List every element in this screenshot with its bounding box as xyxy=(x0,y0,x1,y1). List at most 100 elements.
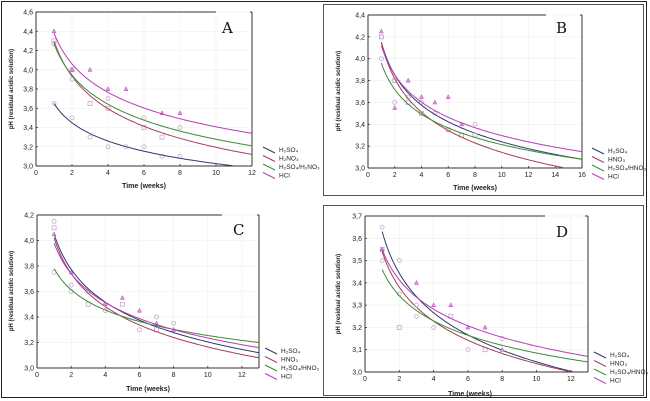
panel-d-border xyxy=(323,205,644,396)
panel-b-y-tick-label: 3,6 xyxy=(355,100,365,107)
panel-a-y-tick-label: 4,6 xyxy=(23,10,33,17)
panel-d-data-point xyxy=(499,346,505,352)
panel-a-x-tick-label: 8 xyxy=(178,170,182,177)
panel-a-data-point xyxy=(69,66,75,72)
panel-c-data-point xyxy=(137,307,142,313)
panel-a-data-point xyxy=(87,101,93,106)
panel-c-data-point xyxy=(154,314,159,320)
panel-a-fit-curve-hcl xyxy=(53,33,253,134)
panel-b-y-axis-label: pH (residual acidic solution) xyxy=(336,51,342,131)
panel-d-x-tick-label: 4 xyxy=(432,376,436,383)
panel-c-data-point xyxy=(51,218,57,224)
panel-c-legend-swatch xyxy=(264,364,278,372)
panel-c-x-axis-label: Time (weeks) xyxy=(126,386,170,393)
panel-d-legend-label: H₂SO₄ xyxy=(610,352,630,359)
panel-c-legend-label: HCl xyxy=(281,374,292,381)
panel-b-y-tick-label: 3,8 xyxy=(355,78,365,85)
panel-d-data-point xyxy=(465,347,471,353)
panel-d-data-point xyxy=(414,302,419,308)
panel-a-letter: A xyxy=(221,19,233,37)
panel-b-y-tick-label: 4,2 xyxy=(355,34,365,41)
panel-d-legend-label: HCl xyxy=(610,378,621,385)
panel-b-x-tick-label: 10 xyxy=(498,172,506,179)
panel-d-x-tick-label: 12 xyxy=(567,376,575,383)
panel-a-data-point xyxy=(51,38,57,44)
panel-a-y-axis-label: pH (residual acidic solution) xyxy=(9,49,15,129)
panel-d-data-point xyxy=(379,258,385,263)
panel-d-y-tick-label: 3,0 xyxy=(352,370,362,377)
panel-d-y-tick-label: 3,7 xyxy=(352,214,362,221)
panel-d-data-point xyxy=(414,280,419,285)
panel-c-fit-curve-h2so4_hno3 xyxy=(53,268,260,343)
panel-a-data-point xyxy=(69,115,75,121)
panel-c-y-tick-label: 3,8 xyxy=(24,264,34,271)
panel-a-data-point xyxy=(123,86,129,91)
panel-a-legend-label: H₂NO₃ xyxy=(279,156,299,163)
panel-c-x-tick-label: 12 xyxy=(238,372,246,379)
panel-b-x-axis-label: Time (weeks) xyxy=(453,185,497,192)
panel-a-x-tick-label: 12 xyxy=(248,170,256,177)
panel-b-x-tick-label: 16 xyxy=(578,172,586,179)
panel-d-y-tick-label: 3,3 xyxy=(352,303,362,310)
panel-b-data-point xyxy=(419,94,424,99)
panel-d-legend-label: H₂SO₄/HNO₃ xyxy=(610,369,649,376)
panel-d-data-point xyxy=(379,224,385,230)
panel-d-data-point xyxy=(499,336,505,341)
panel-a-data-point xyxy=(159,134,165,140)
panel-b-data-point xyxy=(445,94,451,99)
panel-a-data-point xyxy=(141,144,147,150)
panel-b-data-point xyxy=(378,34,384,40)
panel-a-data-point xyxy=(105,86,111,91)
panel-d-x-tick-label: 0 xyxy=(363,376,367,383)
panel-b-legend-swatch xyxy=(591,156,605,163)
panel-d-legend-label: HNO₃ xyxy=(610,361,627,368)
panel-a-data-point xyxy=(69,76,75,82)
panel-c-data-point xyxy=(137,327,142,333)
panel-d-data-point xyxy=(396,258,402,263)
panel-b-x-tick-label: 0 xyxy=(366,172,370,179)
panel-d-data-point xyxy=(448,302,454,307)
panel-c-fit-curve-hcl xyxy=(53,242,260,349)
panel-b-legend-swatch xyxy=(591,147,605,155)
panel-d-x-axis-label: Time (weeks) xyxy=(448,391,492,398)
panel-d-data-point xyxy=(379,246,385,252)
panel-d-data-point xyxy=(396,325,402,330)
panel-d-legend-swatch xyxy=(593,368,607,376)
panel-b-data-point xyxy=(432,99,438,105)
panel-c-y-tick-label: 3,2 xyxy=(24,340,34,347)
panel-c-data-point xyxy=(102,301,108,307)
panel-d-data-point xyxy=(431,302,437,307)
panel-b-y-tick-label: 4,4 xyxy=(355,13,365,20)
panel-a-x-tick-label: 4 xyxy=(106,170,110,177)
panel-a-legend-label: HCl xyxy=(279,173,290,180)
panel-c-y-tick-label: 3,6 xyxy=(24,289,34,296)
panel-a-legend-swatch xyxy=(262,163,276,171)
panel-a-fit-curve-hno3 xyxy=(53,40,253,155)
panel-b-fit-curve-hno3 xyxy=(380,42,565,169)
panel-d-x-tick-label: 2 xyxy=(397,376,401,383)
panel-c-data-point xyxy=(51,231,57,236)
panel-a-fit-curve-h2so4 xyxy=(53,103,235,167)
panel-a-legend-swatch xyxy=(262,172,276,179)
panel-c-x-tick-label: 6 xyxy=(138,372,142,379)
panel-c-x-tick-label: 8 xyxy=(172,372,176,379)
panel-a-x-axis-label: Time (weeks) xyxy=(122,183,166,190)
panel-a-y-tick-label: 3,6 xyxy=(23,106,33,113)
panel-d-y-axis-label: pH (residual acidic solution) xyxy=(336,254,342,334)
panel-b-data-point xyxy=(472,121,478,127)
panel-d-y-tick-label: 3,5 xyxy=(352,258,362,265)
panel-a-x-tick-label: 2 xyxy=(70,170,74,177)
panel-a-x-tick-label: 10 xyxy=(212,170,220,177)
panel-b-border xyxy=(323,4,644,196)
panel-c-data-point xyxy=(119,295,125,300)
panel-a-y-tick-label: 4,2 xyxy=(23,48,33,55)
panel-b-data-point xyxy=(392,100,398,105)
panel-c-y-tick-label: 4,0 xyxy=(24,238,34,245)
panel-d-legend-swatch xyxy=(593,377,607,384)
panel-a-y-tick-label: 3,8 xyxy=(23,87,33,94)
panel-d-y-tick-label: 3,6 xyxy=(352,236,362,243)
panel-c-legend-label: HNO₃ xyxy=(281,357,298,364)
panel-d-fit-curve-hno3 xyxy=(381,251,571,373)
panel-a-x-tick-label: 6 xyxy=(142,170,146,177)
